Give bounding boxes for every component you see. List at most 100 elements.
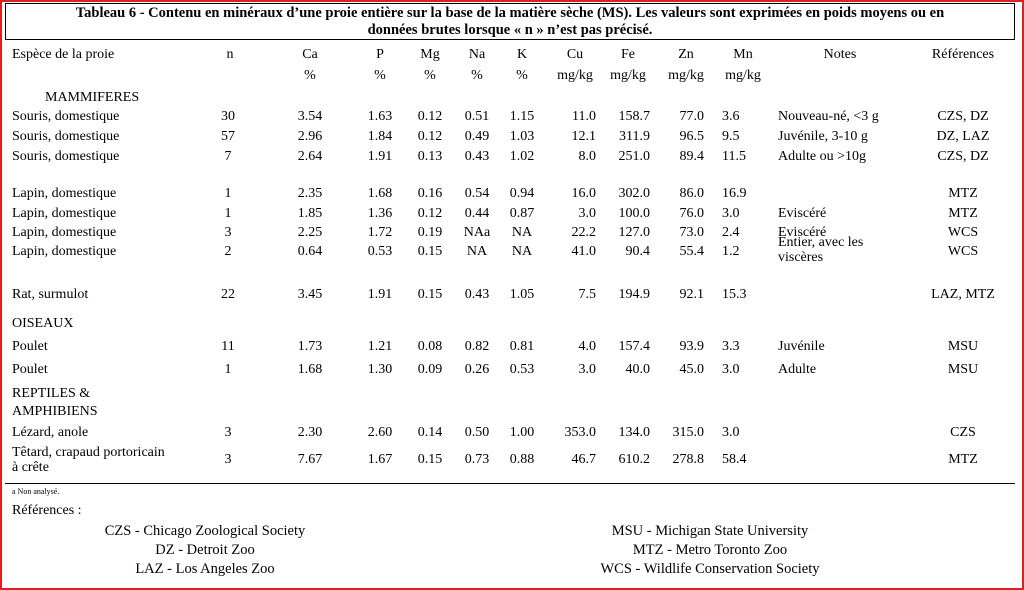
cell-p: 1.91 — [367, 287, 393, 302]
cell-n: 30 — [221, 109, 235, 124]
cell-refs: CZS, DZ — [937, 149, 989, 164]
cell-mg: 0.09 — [417, 362, 443, 377]
cell-mn: 9.5 — [722, 129, 740, 144]
header-cu-unit: mg/kg — [557, 68, 593, 83]
cell-mg: 0.19 — [417, 225, 443, 240]
cell-n: 57 — [221, 129, 235, 144]
cell-fe: 251.0 — [618, 149, 651, 164]
cell-notes: Eviscéré — [778, 225, 827, 240]
cell-k: 0.87 — [509, 206, 535, 221]
cell-ca: 1.68 — [297, 362, 323, 377]
cell-p: 1.84 — [367, 129, 393, 144]
cell-refs: MTZ — [948, 206, 978, 221]
cell-k: 1.02 — [509, 149, 535, 164]
header-mg: Mg — [420, 47, 440, 62]
cell-notes: Adulte — [778, 362, 817, 377]
header-n: n — [226, 47, 234, 62]
header-mg-unit: % — [424, 68, 436, 83]
cell-fe: 157.4 — [618, 339, 651, 354]
reference-laz: LAZ - Los Angeles Zoo — [135, 561, 275, 577]
cell-refs: CZS — [950, 425, 976, 440]
title-line-1: Tableau 6 - Contenu en minéraux d’une pr… — [75, 5, 945, 21]
cell-n: 2 — [224, 244, 232, 259]
cell-p: 1.68 — [367, 186, 393, 201]
cell-na: 0.44 — [464, 206, 490, 221]
cell-n: 3 — [224, 452, 232, 467]
cell-mn: 1.2 — [722, 244, 740, 259]
cell-zn: 73.0 — [679, 225, 705, 240]
cell-zn: 89.4 — [679, 149, 705, 164]
cell-zn: 45.0 — [679, 362, 705, 377]
header-mn: Mn — [733, 47, 753, 62]
table-title: Tableau 6 - Contenu en minéraux d’une pr… — [5, 3, 1015, 40]
reference-msu: MSU - Michigan State University — [611, 523, 809, 539]
cell-fe: 194.9 — [618, 287, 651, 302]
cell-cu: 7.5 — [578, 287, 597, 302]
cell-p: 2.60 — [367, 425, 393, 440]
cell-k: 1.03 — [509, 129, 535, 144]
cell-mg: 0.12 — [417, 129, 443, 144]
reference-mtz: MTZ - Metro Toronto Zoo — [632, 542, 788, 558]
cell-n: 1 — [224, 206, 232, 221]
cell-notes: Eviscéré — [778, 206, 827, 221]
cell-species: Poulet — [12, 362, 48, 377]
cell-fe: 302.0 — [618, 186, 651, 201]
cell-k: 0.94 — [509, 186, 535, 201]
cell-ca: 1.85 — [297, 206, 323, 221]
footnote: a Non analysé. — [12, 487, 60, 496]
cell-cu: 11.0 — [572, 109, 596, 124]
section-birds: OISEAUX — [12, 316, 74, 331]
cell-mg: 0.15 — [417, 287, 443, 302]
header-na: Na — [468, 47, 486, 62]
cell-fe: 610.2 — [618, 452, 651, 467]
cell-zn: 86.0 — [679, 186, 705, 201]
cell-n: 3 — [224, 425, 232, 440]
cell-ca: 2.35 — [297, 186, 323, 201]
cell-species: Souris, domestique — [12, 129, 120, 144]
cell-fe: 100.0 — [618, 206, 651, 221]
cell-fe: 127.0 — [618, 225, 651, 240]
header-ca: Ca — [302, 47, 318, 62]
cell-k: 0.88 — [509, 452, 535, 467]
cell-mg: 0.16 — [417, 186, 443, 201]
cell-mg: 0.12 — [417, 109, 443, 124]
cell-p: 1.21 — [367, 339, 393, 354]
cell-na: 0.49 — [464, 129, 490, 144]
cell-ca: 0.64 — [297, 244, 323, 259]
reference-wcs: WCS - Wildlife Conservation Society — [600, 561, 820, 577]
cell-cu: 3.0 — [578, 206, 597, 221]
header-zn: Zn — [678, 47, 694, 62]
header-p-unit: % — [374, 68, 386, 83]
cell-refs: LAZ, MTZ — [931, 287, 995, 302]
cell-ca: 3.45 — [297, 287, 323, 302]
cell-refs: WCS — [947, 244, 979, 259]
header-refs: Références — [931, 47, 995, 62]
cell-notes: Juvénile — [778, 339, 825, 354]
header-fe: Fe — [621, 47, 635, 62]
cell-p: 1.30 — [367, 362, 393, 377]
cell-mn: 3.0 — [722, 206, 740, 221]
cell-cu: 46.7 — [571, 452, 597, 467]
cell-fe: 311.9 — [619, 129, 650, 144]
cell-species: Lézard, anole — [12, 425, 89, 440]
cell-species: Lapin, domestique — [12, 206, 117, 221]
cell-species: Poulet — [12, 339, 48, 354]
cell-cu: 4.0 — [578, 339, 597, 354]
cell-p: 1.67 — [367, 452, 393, 467]
cell-ca: 2.64 — [297, 149, 323, 164]
header-k: K — [516, 47, 528, 62]
cell-k: 0.53 — [509, 362, 535, 377]
cell-ca: 2.25 — [297, 225, 323, 240]
cell-fe: 40.0 — [625, 362, 651, 377]
cell-notes: Entier, avec les viscères — [778, 235, 864, 265]
cell-k: NA — [511, 225, 533, 240]
cell-n: 22 — [221, 287, 235, 302]
cell-fe: 90.4 — [625, 244, 651, 259]
cell-zn: 76.0 — [679, 206, 705, 221]
cell-zn: 77.0 — [679, 109, 705, 124]
cell-cu: 22.2 — [571, 225, 597, 240]
header-ca-unit: % — [304, 68, 316, 83]
header-na-unit: % — [471, 68, 483, 83]
cell-mn: 3.3 — [722, 339, 740, 354]
